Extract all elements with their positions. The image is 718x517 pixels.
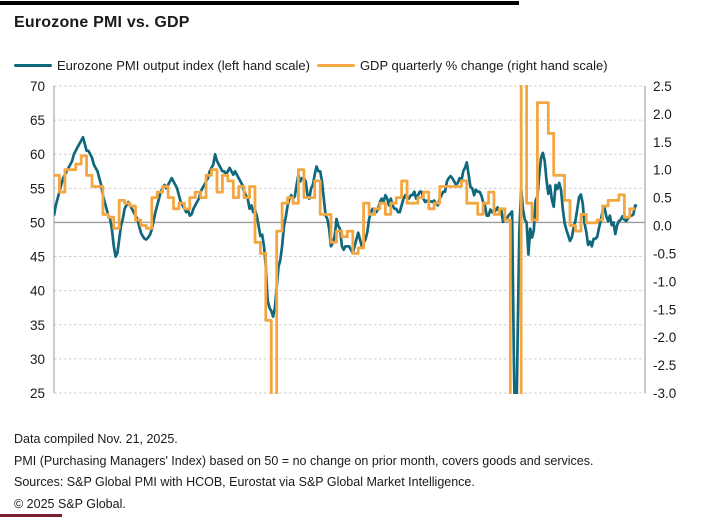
top-rule (0, 1, 519, 5)
right-axis-tick-label: 1.5 (653, 135, 672, 150)
chart-title: Eurozone PMI vs. GDP (14, 14, 190, 31)
left-axis-tick-label: 55 (30, 181, 45, 196)
right-axis-tick-label: -2.0 (653, 330, 676, 345)
right-axis-tick-label: 2.0 (653, 107, 672, 122)
x-axis-tick-label: 1999 (41, 0, 72, 3)
right-axis-tick-label: -1.0 (653, 274, 676, 289)
footnote-copyright: © 2025 S&P Global. (14, 496, 126, 511)
right-axis-tick-label: 0.0 (653, 219, 672, 234)
x-axis-tick-label: 2019 (476, 0, 507, 3)
right-axis-tick-label: 1.0 (653, 163, 672, 178)
footnotes: Data compiled Nov. 21, 2025. PMI (Purcha… (14, 429, 593, 515)
pmi-legend-label: Eurozone PMI output index (left hand sca… (57, 58, 310, 73)
right-axis-tick-label: -3.0 (653, 386, 676, 401)
left-axis-tick-label: 65 (30, 113, 45, 128)
right-axis-tick-label: -0.5 (653, 246, 676, 261)
right-axis-tick-label: -1.5 (653, 302, 676, 317)
left-axis-tick-label: 60 (30, 147, 45, 162)
pmi-series-line (54, 135, 638, 394)
footnote-sources: Sources: S&P Global PMI with HCOB, Euros… (14, 475, 475, 489)
left-axis-tick-label: 30 (30, 352, 45, 367)
left-axis-tick-label: 40 (30, 284, 45, 299)
gdp-series-line (54, 85, 636, 394)
left-axis-tick-label: 25 (30, 386, 45, 401)
x-axis-tick-label: 2023 (563, 0, 594, 3)
x-axis-tick-label: 2003 (128, 0, 159, 3)
gdp-legend-label: GDP quarterly % change (right hand scale… (359, 58, 608, 73)
pmi-legend-swatch (14, 63, 52, 68)
left-axis-tick-label: 45 (30, 250, 45, 265)
x-axis-tick-label: 2015 (389, 0, 420, 3)
right-axis-tick-label: 0.5 (653, 191, 672, 206)
left-axis-tick-label: 35 (30, 318, 45, 333)
legend: Eurozone PMI output index (left hand sca… (14, 58, 714, 73)
right-axis-tick-label: 2.5 (653, 79, 672, 94)
left-axis-tick-label: 70 (30, 79, 45, 94)
x-axis-tick-label: 2007 (215, 0, 246, 3)
brand-mark (0, 514, 62, 517)
left-axis-tick-label: 50 (30, 215, 45, 230)
gdp-legend-swatch (316, 63, 355, 68)
x-axis-tick-label: 2011 (303, 0, 333, 3)
footnote-definition: PMI (Purchasing Managers' Index) based o… (14, 453, 594, 468)
footnote-compiled: Data compiled Nov. 21, 2025. (14, 432, 178, 446)
right-axis-tick-label: -2.5 (653, 358, 676, 373)
